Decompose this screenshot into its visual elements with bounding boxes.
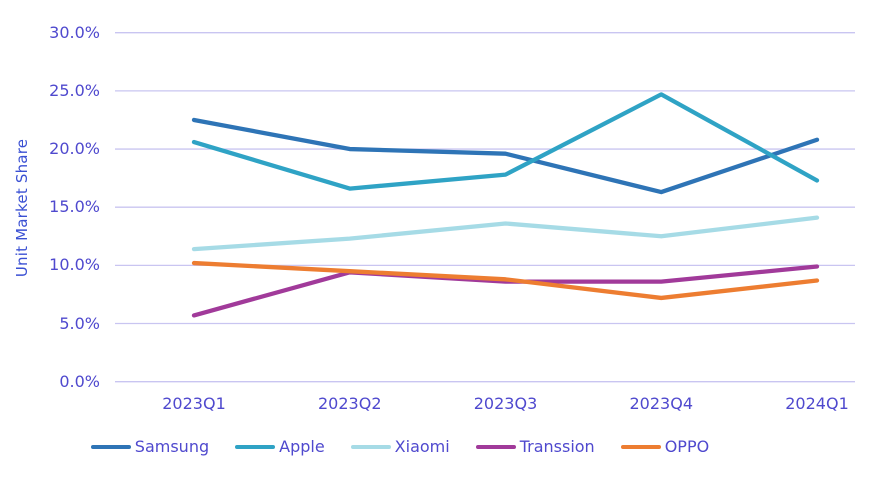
legend-item-xiaomi: Xiaomi [350,437,450,456]
y-tick-label: 20.0% [49,139,100,159]
legend-swatch-transsion [475,444,516,449]
y-tick-label: 25.0% [49,80,100,100]
legend-swatch-samsung [90,444,131,449]
legend-swatch-apple [235,444,276,449]
legend-swatch-oppo [620,444,661,449]
x-tick-label: 2023Q4 [629,394,694,413]
legend-label: Samsung [134,437,210,456]
legend: Samsung Apple Xiaomi Transsion OPPO [0,437,800,456]
y-tick-label: 5.0% [59,313,100,333]
legend-item-transsion: Transsion [475,437,595,456]
y-tick-label: 10.0% [49,255,100,275]
legend-item-samsung: Samsung [90,437,210,456]
series-line-transsion [191,264,820,318]
legend-label: Apple [279,437,325,456]
x-tick-label: 2023Q1 [162,394,226,413]
y-tick-label: 30.0% [49,22,100,42]
legend-label: OPPO [664,437,710,456]
legend-item-apple: Apple [235,437,325,456]
x-tick-label: 2023Q2 [318,394,382,413]
series-line-apple [191,92,820,191]
legend-label: Xiaomi [394,437,450,456]
legend-item-oppo: OPPO [620,437,710,456]
series-line-oppo [191,260,820,301]
legend-swatch-xiaomi [350,444,391,449]
x-tick-label: 2023Q3 [473,394,538,413]
legend-label: Transsion [519,437,595,456]
x-tick-label: 2024Q1 [785,394,849,413]
y-tick-label: 15.0% [49,197,100,217]
y-tick-label: 0.0% [59,371,100,391]
series-line-xiaomi [191,215,820,252]
series-line-samsung [191,117,820,195]
